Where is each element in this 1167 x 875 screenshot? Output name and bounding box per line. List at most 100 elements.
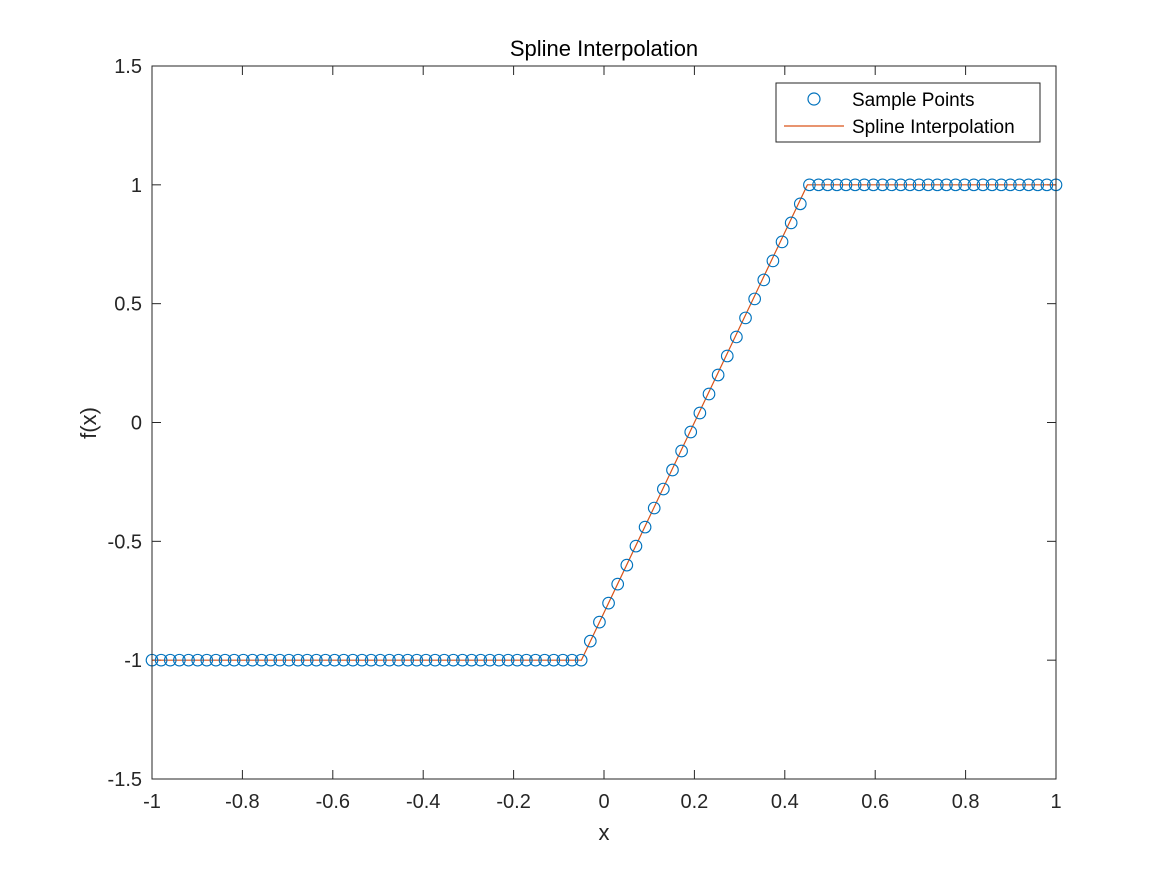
- sample-point-marker: [711, 368, 725, 382]
- sample-point-marker: [1003, 178, 1017, 192]
- sample-point-marker: [803, 178, 816, 192]
- chart-title: Spline Interpolation: [510, 36, 698, 61]
- sample-point-marker: [757, 273, 771, 287]
- sample-point-marker: [309, 653, 323, 667]
- x-tick-label: 0.8: [952, 791, 980, 813]
- x-tick-label: 1: [1050, 791, 1061, 813]
- sample-point-marker: [821, 178, 835, 192]
- sample-point-marker: [894, 178, 908, 192]
- sample-point-marker: [793, 197, 807, 211]
- legend-label-sample-points: Sample Points: [852, 90, 975, 111]
- y-tick-label: 1: [131, 175, 142, 197]
- sample-point-marker: [163, 653, 177, 667]
- sample-point-marker: [684, 425, 698, 439]
- sample-point-marker: [985, 178, 999, 192]
- sample-point-marker: [921, 178, 935, 192]
- sample-point-marker: [730, 330, 743, 344]
- sample-point-marker: [428, 653, 442, 667]
- sample-point-marker: [593, 615, 606, 629]
- sample-point-marker: [611, 577, 625, 591]
- sample-point-marker: [227, 653, 241, 667]
- sample-point-marker: [346, 653, 360, 667]
- sample-point-marker: [383, 653, 396, 667]
- sample-point-marker: [647, 501, 661, 515]
- sample-point-marker: [556, 653, 570, 667]
- sample-point-marker: [629, 539, 643, 553]
- sample-point-marker: [520, 653, 533, 667]
- sample-point-marker: [766, 254, 780, 268]
- sample-point-marker: [784, 216, 798, 230]
- x-tick-label: -0.8: [225, 791, 259, 813]
- sample-point-marker: [547, 653, 561, 667]
- y-axis-title: f(x): [76, 407, 101, 439]
- sample-point-marker: [328, 653, 341, 667]
- sample-point-marker: [191, 653, 205, 667]
- sample-point-marker: [437, 653, 451, 667]
- sample-point-marker: [337, 653, 351, 667]
- sample-point-marker: [401, 653, 415, 667]
- spline-interpolation-series: [152, 184, 1056, 661]
- axes-box: [151, 65, 1057, 780]
- sample-point-marker: [848, 178, 862, 192]
- sample-point-marker: [529, 653, 542, 667]
- sample-point-marker: [456, 653, 469, 667]
- sample-point-marker: [583, 634, 597, 648]
- sample-point-marker: [857, 178, 871, 192]
- sample-point-marker: [246, 653, 259, 667]
- sample-point-marker: [364, 653, 378, 667]
- x-tick-label: -0.6: [316, 791, 350, 813]
- sample-point-marker: [218, 653, 232, 667]
- sample-point-marker: [994, 178, 1008, 192]
- y-tick-label: -1.5: [108, 769, 142, 791]
- sample-point-marker: [291, 653, 305, 667]
- sample-point-marker: [182, 653, 195, 667]
- sample-point-marker: [620, 558, 634, 572]
- sample-point-marker: [319, 653, 332, 667]
- sample-point-marker: [538, 653, 552, 667]
- sample-point-marker: [474, 653, 488, 667]
- sample-point-marker: [273, 653, 287, 667]
- sample-point-marker: [282, 653, 296, 667]
- sample-point-marker: [465, 653, 478, 667]
- sample-point-marker: [501, 653, 515, 667]
- sample-point-marker: [565, 653, 579, 667]
- sample-point-marker: [200, 653, 214, 667]
- sample-point-marker: [702, 387, 716, 401]
- sample-point-marker: [903, 178, 917, 192]
- sample-point-marker: [574, 653, 588, 667]
- sample-point-marker: [675, 444, 688, 458]
- sample-point-marker: [483, 653, 497, 667]
- x-tick-label: 0.2: [680, 791, 708, 813]
- sample-point-marker: [1040, 178, 1054, 192]
- y-tick-label: 1.5: [114, 56, 142, 78]
- x-tick-label: 0.4: [771, 791, 799, 813]
- sample-point-marker: [373, 653, 387, 667]
- sample-point-marker: [666, 463, 679, 477]
- x-tick-label: -0.4: [406, 791, 440, 813]
- sample-point-marker: [419, 653, 433, 667]
- x-tick-label: -1: [143, 791, 161, 813]
- axis-ticks: -1 -0.8 -0.6 -0.4 -0.2 0 0.2 0.4 0.6 0.8 1-1.5-1-0…: [108, 56, 1062, 813]
- sample-point-marker: [876, 178, 889, 192]
- sample-point-marker: [930, 178, 944, 192]
- sample-point-marker: [656, 482, 670, 496]
- sample-point-marker: [912, 178, 926, 192]
- sample-point-marker: [446, 653, 460, 667]
- sample-point-marker: [355, 653, 369, 667]
- sample-point-marker: [739, 311, 752, 325]
- x-axis-title: x: [599, 820, 610, 845]
- x-tick-label: 0: [598, 791, 609, 813]
- sample-point-marker: [976, 178, 990, 192]
- y-tick-label: 0.5: [114, 294, 142, 316]
- sample-point-marker: [154, 653, 168, 667]
- sample-point-marker: [812, 178, 825, 192]
- x-tick-label: -0.2: [496, 791, 530, 813]
- sample-point-marker: [949, 178, 962, 192]
- sample-point-marker: [1031, 178, 1045, 192]
- sample-point-marker: [867, 178, 880, 192]
- sample-point-marker: [1013, 178, 1026, 192]
- sample-point-marker: [775, 235, 789, 249]
- sample-point-marker: [510, 653, 524, 667]
- legend-marker-sample-points: [807, 92, 821, 106]
